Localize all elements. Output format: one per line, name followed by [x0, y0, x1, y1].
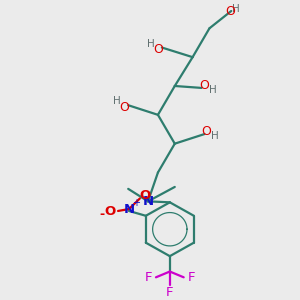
Text: H: H	[147, 39, 155, 49]
Text: F: F	[166, 286, 174, 299]
Text: O: O	[225, 5, 235, 19]
Text: O: O	[139, 189, 150, 202]
Text: F: F	[144, 271, 152, 284]
Text: H: H	[208, 85, 216, 95]
Text: H: H	[113, 96, 121, 106]
Text: -: -	[100, 208, 105, 221]
Text: O: O	[153, 43, 163, 56]
Text: H: H	[232, 4, 240, 14]
Text: O: O	[200, 79, 209, 92]
Text: O: O	[104, 206, 116, 218]
Text: O: O	[202, 125, 212, 138]
Text: N: N	[123, 202, 134, 215]
Text: H: H	[211, 131, 218, 141]
Text: +: +	[132, 198, 140, 208]
Text: O: O	[119, 100, 129, 114]
Text: F: F	[188, 271, 195, 284]
Text: N: N	[142, 195, 154, 208]
